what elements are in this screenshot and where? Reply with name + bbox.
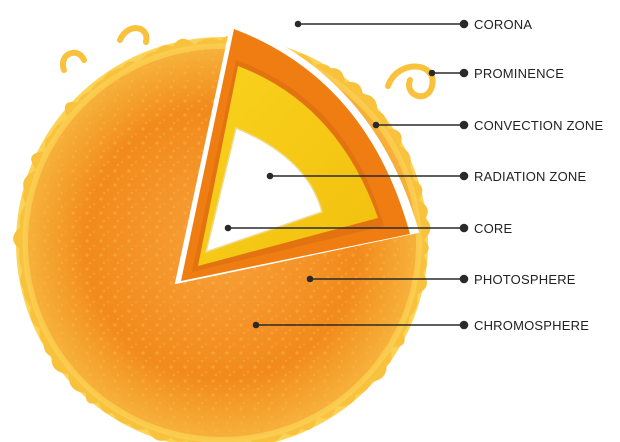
corona-flare bbox=[322, 68, 345, 86]
corona-flare bbox=[90, 78, 108, 93]
label-core: CORE bbox=[474, 221, 512, 236]
label-chromosphere: CHROMOSPHERE bbox=[474, 318, 589, 333]
label-convection-zone: CONVECTION ZONE bbox=[474, 118, 604, 133]
corona-flare bbox=[421, 238, 429, 257]
corona-flare bbox=[99, 400, 116, 414]
corona-flare bbox=[411, 179, 423, 202]
corona-flare bbox=[365, 357, 387, 383]
corona-flare bbox=[147, 428, 173, 441]
corona-flare bbox=[101, 67, 126, 84]
corona-flare bbox=[415, 270, 427, 296]
corona-flare bbox=[20, 269, 29, 295]
corona-flare bbox=[392, 331, 405, 348]
corona-flare bbox=[154, 44, 176, 55]
corona-flare bbox=[121, 61, 137, 70]
corona-flare bbox=[85, 390, 101, 404]
corona-flare bbox=[170, 436, 187, 442]
corona-flare bbox=[298, 419, 317, 431]
label-radiation-zone: RADIATION ZONE bbox=[474, 169, 586, 184]
corona-flare bbox=[49, 121, 64, 142]
corona-flare bbox=[385, 128, 402, 150]
corona-flare bbox=[68, 371, 90, 393]
label-photosphere: PHOTOSPHERE bbox=[474, 272, 576, 287]
corona-flare bbox=[319, 407, 336, 419]
corona-flare bbox=[194, 38, 226, 45]
corona-flare bbox=[76, 91, 92, 106]
corona-flare bbox=[30, 304, 42, 330]
corona-flare bbox=[171, 38, 195, 50]
leader-lines bbox=[224, 19, 469, 330]
corona-flare bbox=[351, 373, 374, 396]
prominence-loops bbox=[59, 25, 436, 100]
label-prominence: PROMINENCE bbox=[474, 66, 564, 81]
corona-flare bbox=[284, 426, 302, 436]
corona-flare bbox=[419, 253, 427, 277]
corona-flare bbox=[39, 327, 51, 347]
corona-flare bbox=[250, 437, 270, 442]
corona-flare bbox=[13, 225, 23, 252]
corona-flare bbox=[19, 242, 25, 275]
label-corona: CORONA bbox=[474, 17, 532, 32]
corona-flare bbox=[19, 204, 26, 234]
corona-flare bbox=[23, 170, 36, 197]
corona-flare bbox=[407, 291, 418, 319]
corona-flare bbox=[186, 439, 204, 442]
corona-flare bbox=[31, 151, 45, 170]
corona-flare bbox=[110, 409, 137, 425]
labels: CORONA PROMINENCE CONVECTION ZONE RADIAT… bbox=[474, 17, 604, 333]
corona-flares bbox=[13, 35, 431, 442]
corona-flare bbox=[402, 156, 414, 186]
corona-flare bbox=[64, 102, 80, 117]
corona-flare bbox=[337, 390, 357, 407]
core-shape bbox=[206, 128, 322, 252]
cutaway-wedge bbox=[174, 20, 420, 285]
corona-flare bbox=[417, 199, 428, 224]
